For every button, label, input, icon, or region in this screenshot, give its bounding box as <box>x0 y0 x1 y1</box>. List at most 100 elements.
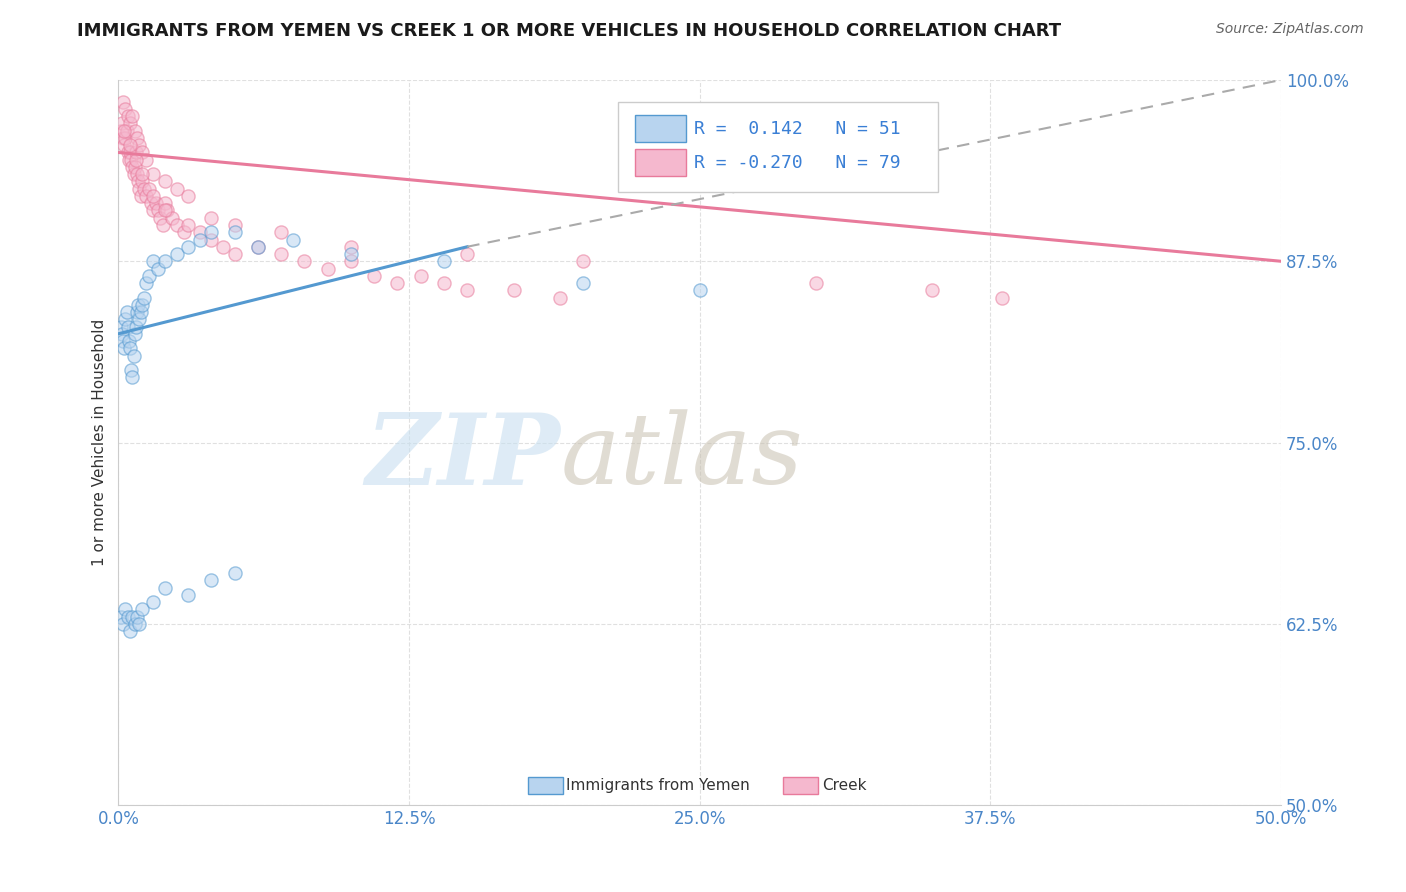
Point <box>177 218 200 232</box>
Point <box>224 566 246 580</box>
Point <box>146 261 169 276</box>
Point <box>142 595 165 609</box>
Point <box>129 189 152 203</box>
Point <box>142 203 165 218</box>
Point <box>120 624 142 638</box>
Point <box>177 588 200 602</box>
Point <box>572 276 595 290</box>
Y-axis label: 1 or more Vehicles in Household: 1 or more Vehicles in Household <box>93 319 107 566</box>
Point <box>124 124 146 138</box>
Point <box>124 160 146 174</box>
Text: atlas: atlas <box>560 409 803 505</box>
Point <box>125 167 148 181</box>
Point <box>127 298 149 312</box>
Point <box>128 616 150 631</box>
Point <box>200 211 222 225</box>
Point <box>124 616 146 631</box>
Point <box>188 225 211 239</box>
Point <box>121 609 143 624</box>
Point <box>166 182 188 196</box>
Point <box>118 334 141 348</box>
FancyBboxPatch shape <box>634 115 686 143</box>
Point <box>111 116 134 130</box>
Point <box>270 225 292 239</box>
Point <box>121 370 143 384</box>
Point <box>120 138 142 153</box>
Point <box>111 326 134 341</box>
Point <box>127 174 149 188</box>
Point <box>409 268 432 283</box>
Point <box>110 124 132 138</box>
Point <box>166 247 188 261</box>
FancyBboxPatch shape <box>527 777 562 794</box>
Point <box>117 109 139 123</box>
Point <box>152 218 174 232</box>
Point <box>135 189 157 203</box>
Point <box>160 211 183 225</box>
Point <box>387 276 409 290</box>
Point <box>125 153 148 167</box>
Point <box>120 363 142 377</box>
Point <box>117 319 139 334</box>
Point <box>991 291 1014 305</box>
Point <box>153 254 176 268</box>
Point <box>132 291 155 305</box>
Text: ZIP: ZIP <box>366 409 560 505</box>
Point <box>156 203 179 218</box>
Point <box>456 283 478 297</box>
Point <box>145 196 167 211</box>
Point <box>166 218 188 232</box>
Point <box>153 174 176 188</box>
Text: Source: ZipAtlas.com: Source: ZipAtlas.com <box>1216 22 1364 37</box>
Point <box>246 240 269 254</box>
Point <box>114 102 136 116</box>
Point <box>212 240 235 254</box>
Point <box>112 341 135 355</box>
Point <box>112 131 135 145</box>
Point <box>124 326 146 341</box>
Point <box>120 153 142 167</box>
Point <box>572 254 595 268</box>
Point <box>139 196 162 211</box>
Point <box>188 232 211 246</box>
Point <box>433 276 456 290</box>
Point <box>125 319 148 334</box>
Point <box>131 298 153 312</box>
Point <box>135 153 157 167</box>
Text: R =  0.142   N = 51: R = 0.142 N = 51 <box>695 120 900 137</box>
Point <box>177 189 200 203</box>
Point <box>120 116 142 130</box>
Point <box>340 247 363 261</box>
Point <box>112 334 135 348</box>
Point <box>110 319 132 334</box>
Point <box>433 254 456 268</box>
Point <box>224 218 246 232</box>
Point <box>153 203 176 218</box>
Point <box>153 581 176 595</box>
Point <box>129 305 152 319</box>
Point <box>142 167 165 181</box>
Point <box>110 609 132 624</box>
Point <box>177 240 200 254</box>
Point <box>112 95 135 109</box>
Point <box>117 145 139 160</box>
Point <box>128 138 150 153</box>
Point <box>804 276 827 290</box>
Point <box>112 616 135 631</box>
Point <box>316 261 339 276</box>
Point <box>224 247 246 261</box>
Text: IMMIGRANTS FROM YEMEN VS CREEK 1 OR MORE VEHICLES IN HOUSEHOLD CORRELATION CHART: IMMIGRANTS FROM YEMEN VS CREEK 1 OR MORE… <box>77 22 1062 40</box>
Point <box>246 240 269 254</box>
FancyBboxPatch shape <box>634 149 686 177</box>
Point <box>115 305 138 319</box>
Text: R = -0.270   N = 79: R = -0.270 N = 79 <box>695 153 900 171</box>
Point <box>138 268 160 283</box>
Point <box>114 602 136 616</box>
Point <box>200 574 222 588</box>
Point <box>117 609 139 624</box>
Point <box>340 254 363 268</box>
Point <box>270 247 292 261</box>
Point <box>456 247 478 261</box>
Point <box>122 167 145 181</box>
Text: Immigrants from Yemen: Immigrants from Yemen <box>567 778 749 793</box>
